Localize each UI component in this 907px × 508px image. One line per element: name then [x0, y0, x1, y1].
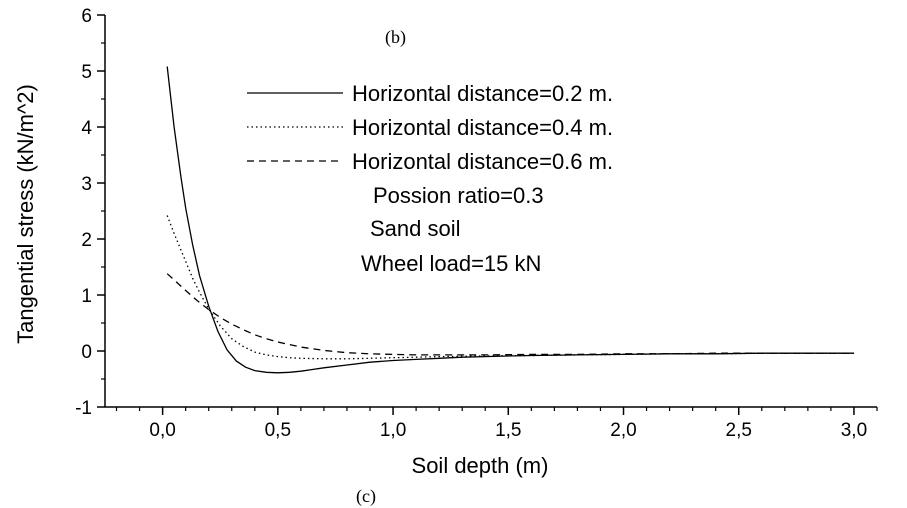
y-tick-label: -1 [75, 398, 92, 419]
legend-label-1: Horizontal distance=0.2 m. [352, 81, 613, 106]
panel-label-b: (b) [385, 27, 406, 48]
x-tick-label: 1,5 [495, 420, 521, 441]
x-tick-label: 2,5 [726, 420, 752, 441]
legend: Horizontal distance=0.2 m. Horizontal dis… [247, 81, 613, 174]
panel-label-c: (c) [356, 486, 376, 507]
legend-label-2: Horizontal distance=0.4 m. [352, 115, 613, 140]
series-layer [166, 66, 854, 374]
y-axis-title: Tangential stress (kN/m^2) [13, 84, 38, 344]
x-tick-label: 3,0 [841, 420, 867, 441]
x-axis-title: Soil depth (m) [412, 453, 549, 478]
soil-type-note: Sand soil [370, 216, 461, 241]
wheel-load-note: Wheel load=15 kN [361, 251, 541, 276]
series-line-2 [166, 215, 854, 360]
y-tick-label: 0 [81, 342, 92, 363]
y-tick-label: 1 [81, 286, 92, 307]
y-tick-label: 4 [81, 118, 92, 139]
y-tick-label: 3 [81, 174, 92, 195]
x-tick-label: 2,0 [610, 420, 636, 441]
poisson-ratio-note: Possion ratio=0.3 [373, 183, 544, 208]
x-tick-label: 0,5 [265, 420, 291, 441]
y-tick-label: 2 [81, 230, 92, 251]
series-line-1 [166, 66, 854, 374]
x-tick-label: 0,0 [149, 420, 175, 441]
y-tick-label: 5 [81, 62, 92, 83]
legend-label-3: Horizontal distance=0.6 m. [352, 149, 613, 174]
series-line-3 [166, 273, 854, 356]
y-tick-label: 6 [81, 6, 92, 27]
x-tick-label: 1,0 [380, 420, 406, 441]
axes: 0,0 0,5 1,0 1,5 2,0 2,5 3,0 -1 0 1 2 3 4 5 6 [75, 6, 878, 441]
